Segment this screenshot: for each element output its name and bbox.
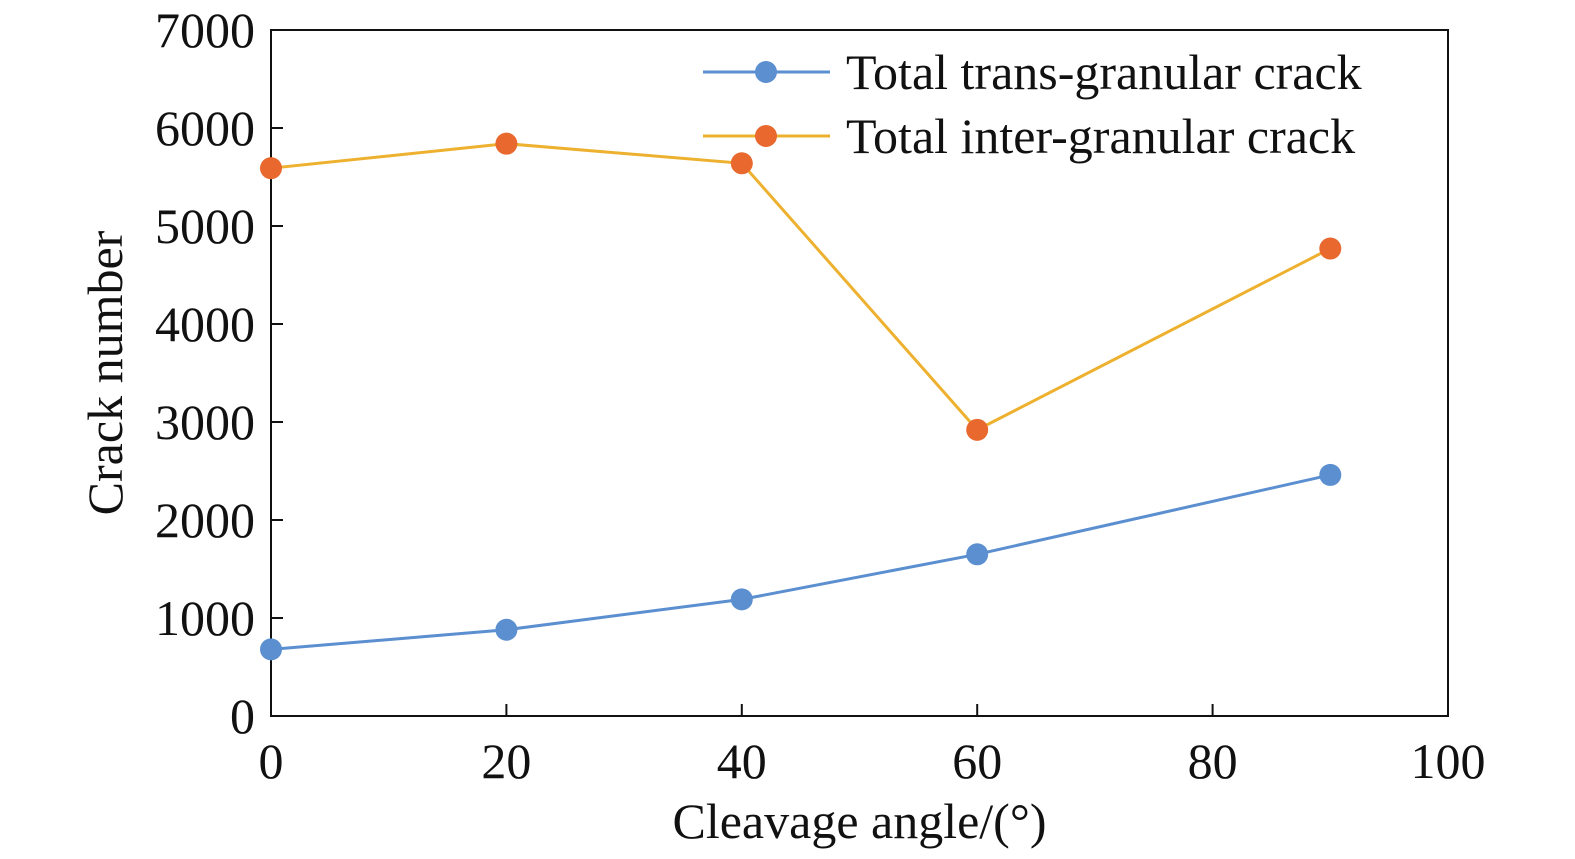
- x-axis-ticks: 0 20 40 60 80 100: [259, 704, 1486, 789]
- x-tick-label: 0: [259, 733, 284, 789]
- legend-item: Total inter-granular crack: [703, 108, 1355, 164]
- series-line: [270, 473, 1331, 651]
- y-axis-title: Crack number: [77, 230, 133, 515]
- x-axis-title: Cleavage angle/(°): [673, 793, 1047, 849]
- data-point: [495, 132, 518, 155]
- x-tick-label: 20: [481, 733, 531, 789]
- series-1: [260, 463, 1342, 661]
- legend-item: Total trans-granular crack: [703, 44, 1362, 100]
- legend-label: Total trans-granular crack: [846, 44, 1362, 100]
- plot-frame: [270, 29, 1449, 717]
- y-tick-label: 0: [230, 688, 255, 744]
- data-point: [495, 618, 518, 641]
- series-line: [270, 142, 1331, 432]
- x-tick-label: 60: [952, 733, 1002, 789]
- x-tick-label: 40: [717, 733, 767, 789]
- y-tick-label: 3000: [155, 394, 255, 450]
- series-layer: [260, 132, 1342, 661]
- data-point: [966, 418, 989, 441]
- data-point: [730, 152, 753, 175]
- y-axis-ticks: 0 1000 2000 3000 4000 5000 6000 7000: [155, 2, 283, 744]
- y-tick-label: 1000: [155, 590, 255, 646]
- series-2: [260, 132, 1342, 441]
- y-tick-label: 4000: [155, 296, 255, 352]
- data-point: [1319, 463, 1342, 486]
- legend: Total trans-granular crack Total inter-gr…: [703, 44, 1362, 164]
- legend-marker: [755, 125, 777, 147]
- data-point: [966, 543, 989, 566]
- y-tick-label: 2000: [155, 492, 255, 548]
- axes: [270, 29, 1449, 717]
- data-point: [1319, 237, 1342, 260]
- legend-marker: [755, 61, 777, 83]
- x-tick-label: 100: [1411, 733, 1486, 789]
- y-tick-label: 5000: [155, 198, 255, 254]
- data-point: [260, 638, 282, 661]
- legend-label: Total inter-granular crack: [846, 108, 1355, 164]
- y-tick-label: 6000: [155, 100, 255, 156]
- x-tick-label: 80: [1188, 733, 1238, 789]
- data-point: [260, 157, 282, 180]
- data-point: [730, 588, 753, 611]
- y-tick-label: 7000: [155, 2, 255, 58]
